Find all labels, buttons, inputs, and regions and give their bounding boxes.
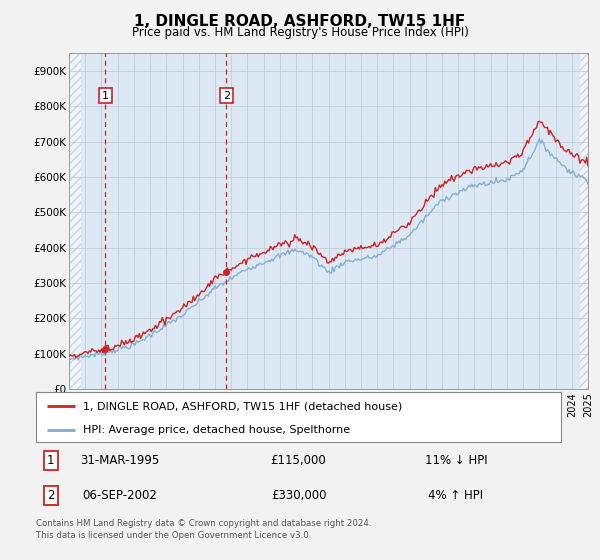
Text: Price paid vs. HM Land Registry's House Price Index (HPI): Price paid vs. HM Land Registry's House … <box>131 26 469 39</box>
Text: Contains HM Land Registry data © Crown copyright and database right 2024.
This d: Contains HM Land Registry data © Crown c… <box>36 519 371 540</box>
Text: 2: 2 <box>47 489 55 502</box>
Text: HPI: Average price, detached house, Spelthorne: HPI: Average price, detached house, Spel… <box>83 425 350 435</box>
Text: 2: 2 <box>223 91 230 101</box>
Text: £115,000: £115,000 <box>271 454 326 467</box>
Bar <box>580 53 588 389</box>
Bar <box>69 53 81 389</box>
Text: 06-SEP-2002: 06-SEP-2002 <box>83 489 157 502</box>
Text: 1, DINGLE ROAD, ASHFORD, TW15 1HF: 1, DINGLE ROAD, ASHFORD, TW15 1HF <box>134 14 466 29</box>
Text: 31-MAR-1995: 31-MAR-1995 <box>80 454 160 467</box>
Text: 1: 1 <box>47 454 55 467</box>
Text: 1, DINGLE ROAD, ASHFORD, TW15 1HF (detached house): 1, DINGLE ROAD, ASHFORD, TW15 1HF (detac… <box>83 401 403 411</box>
Text: 11% ↓ HPI: 11% ↓ HPI <box>425 454 487 467</box>
Text: £330,000: £330,000 <box>271 489 326 502</box>
Text: 1: 1 <box>102 91 109 101</box>
Text: 4% ↑ HPI: 4% ↑ HPI <box>428 489 484 502</box>
